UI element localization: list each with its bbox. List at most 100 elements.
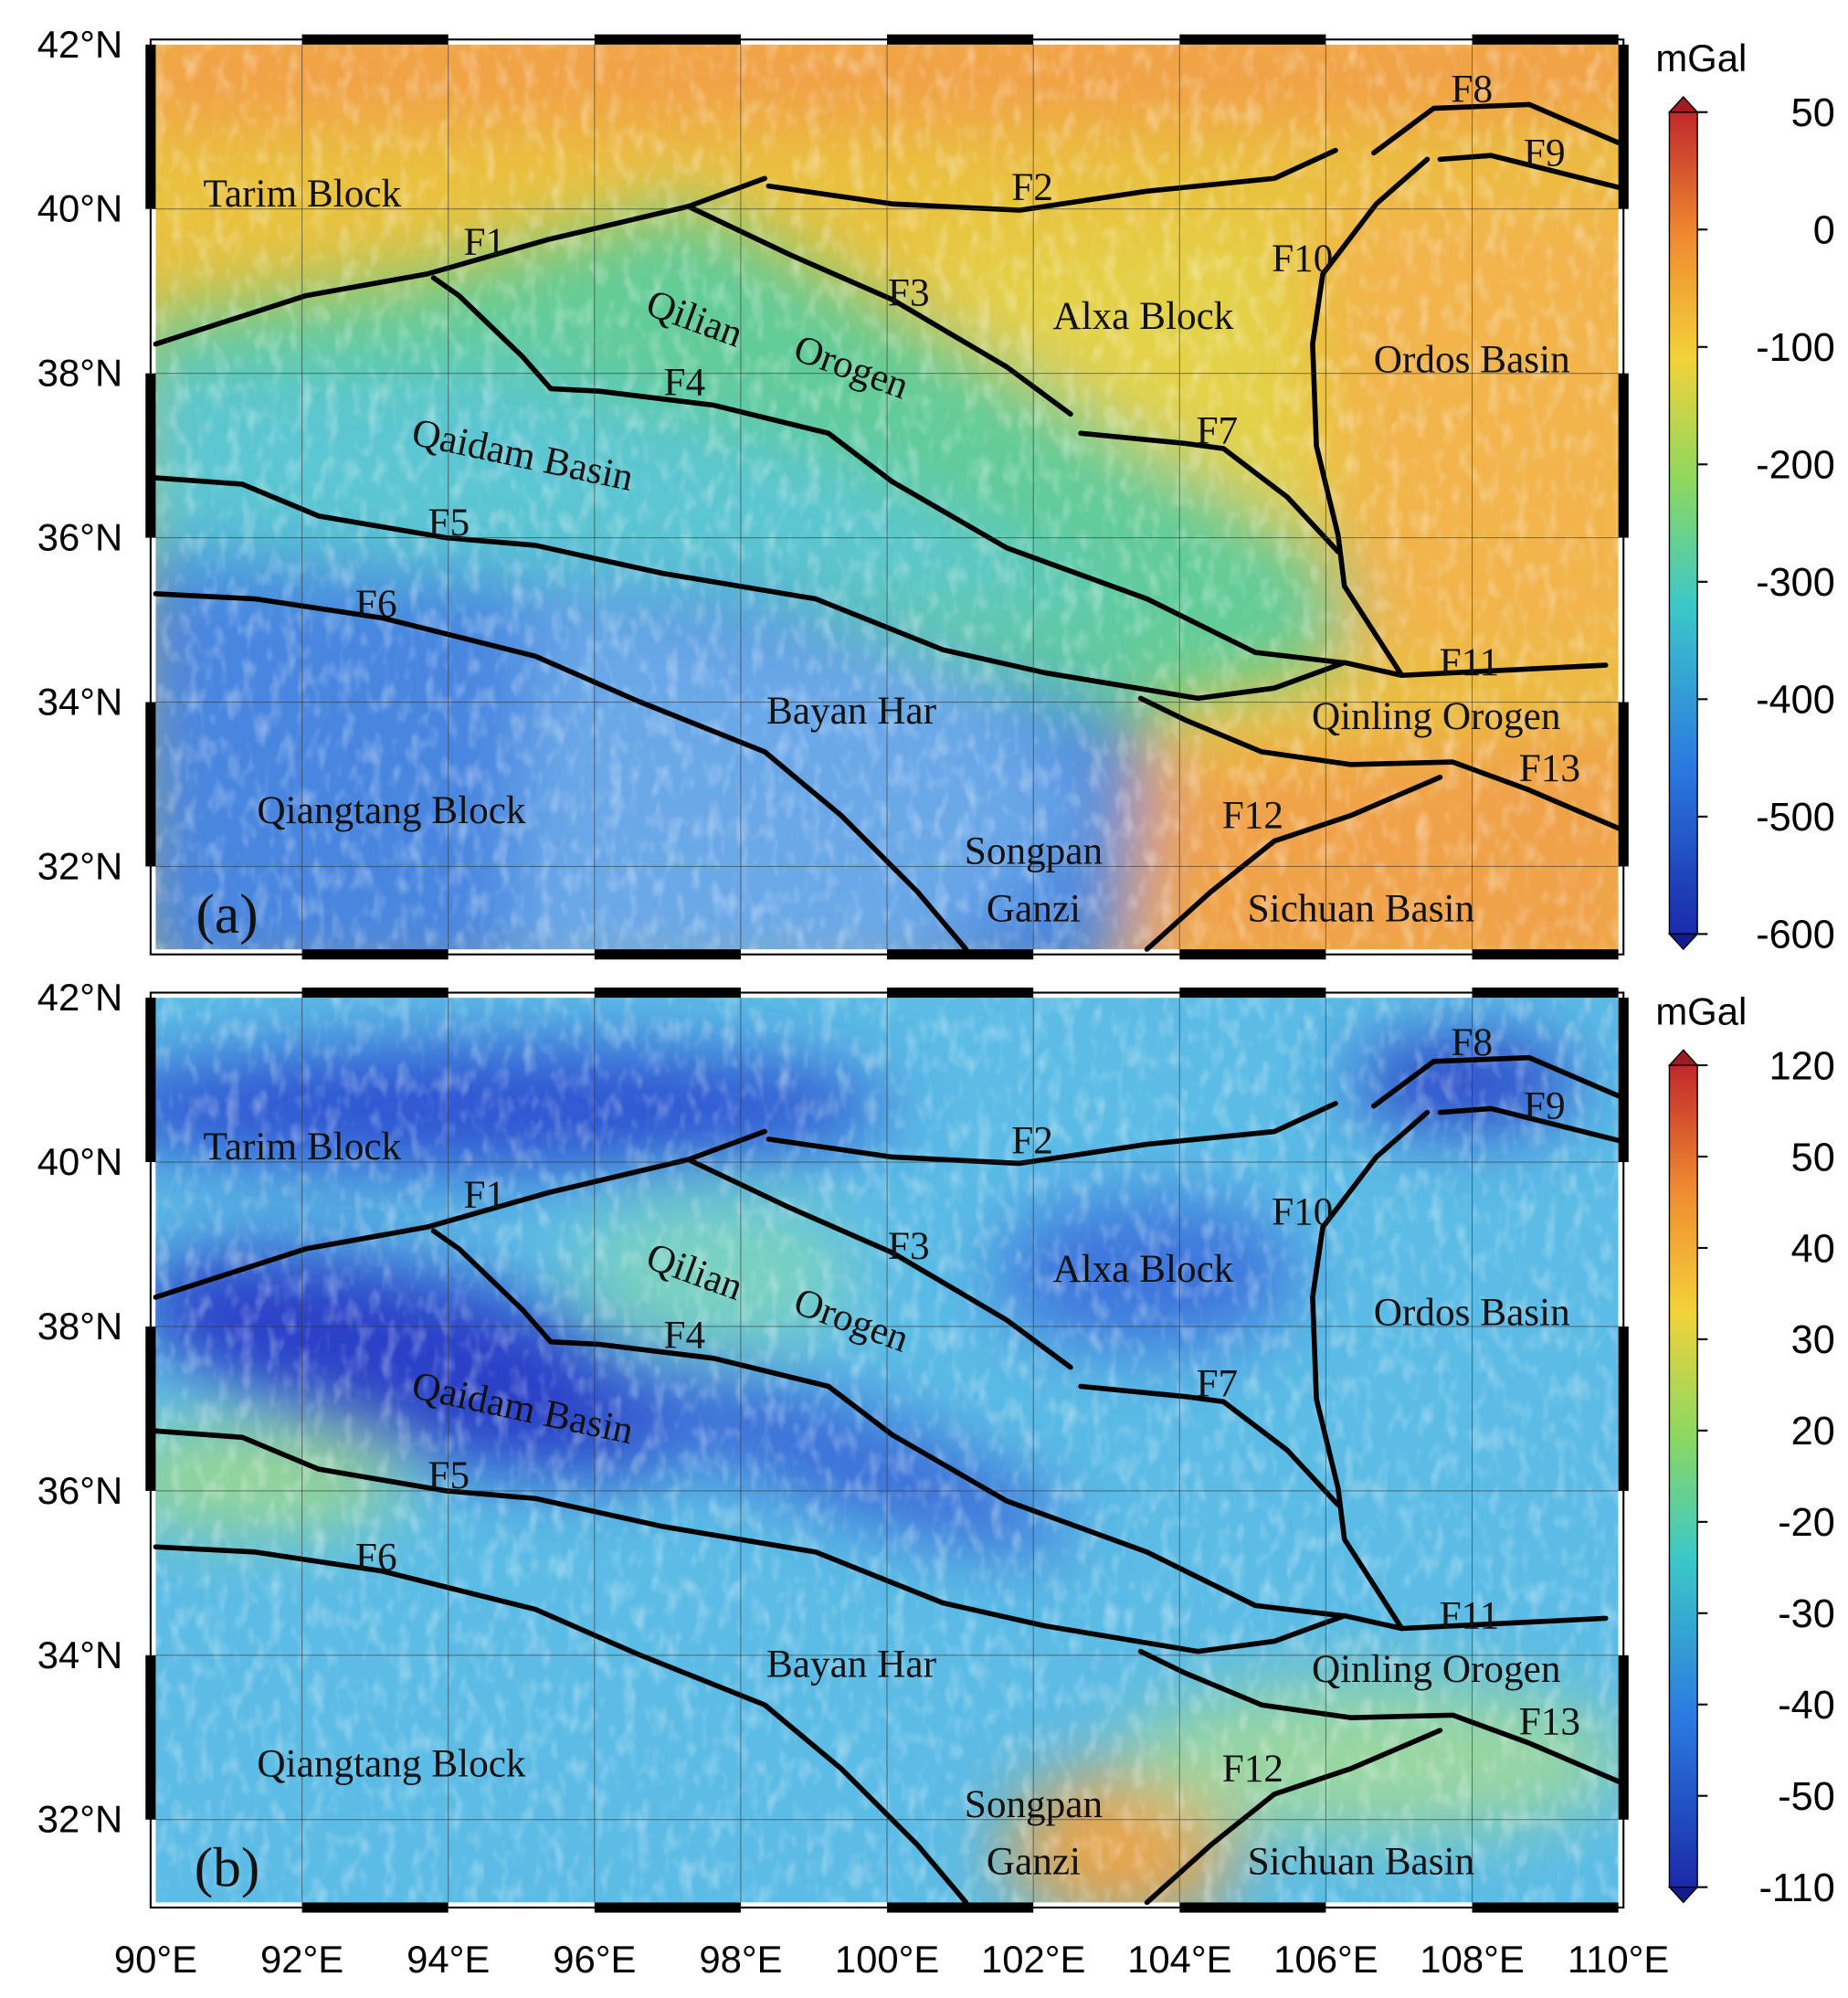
colorbar-tick-label: 30 (1791, 1318, 1835, 1362)
lon-label: 90°E (114, 1938, 197, 1981)
lon-label: 104°E (1127, 1938, 1231, 1981)
fault-label: F5 (428, 1454, 470, 1497)
fault-label: F6 (355, 582, 397, 626)
place-label: Alxa Block (1052, 294, 1233, 338)
frame-bar (1472, 34, 1619, 45)
lat-label: 42°N (37, 976, 122, 1019)
fault-label: F11 (1440, 640, 1500, 684)
panel-label: (b) (195, 1836, 260, 1898)
frame-bar (145, 702, 156, 867)
frame-bar (1179, 987, 1326, 999)
lon-label: 94°E (407, 1938, 490, 1981)
colorbar-tick-label: -400 (1756, 679, 1835, 723)
place-label: Tarim Block (204, 1125, 402, 1168)
frame-bar (1618, 998, 1629, 1163)
fault-label: F12 (1222, 1747, 1283, 1791)
fault-label: F3 (888, 1224, 930, 1268)
colorbar-tick-label: -110 (1758, 1866, 1834, 1910)
colorbar-cap (1667, 95, 1699, 113)
frame-bar (145, 1654, 156, 1820)
lat-label: 36°N (37, 1469, 122, 1512)
place-label: Sichuan Basin (1248, 886, 1475, 930)
frame-bar (887, 949, 1034, 960)
colorbar-tick-label: -30 (1778, 1592, 1834, 1636)
colorbar-cap (1667, 933, 1699, 951)
frame-bar (1618, 1326, 1629, 1491)
fault-label: F6 (355, 1535, 397, 1579)
fault-label: F8 (1451, 68, 1493, 111)
frame-bar (145, 373, 156, 538)
frame-bar (1472, 987, 1619, 999)
place-label: Qinling Orogen (1312, 694, 1560, 738)
frame-bar (145, 1326, 156, 1491)
frame-bar (1179, 949, 1326, 960)
fault-label: F2 (1011, 165, 1053, 209)
frame-bar (887, 987, 1034, 999)
colorbar-tick-label: 20 (1791, 1410, 1835, 1454)
colorbar-cap (1667, 1049, 1699, 1066)
place-label: Tarim Block (204, 172, 402, 216)
colorbar-tick-label: 120 (1769, 1044, 1835, 1088)
lon-label: 106°E (1273, 1938, 1378, 1981)
lat-label: 32°N (37, 1798, 122, 1841)
fault-label: F11 (1440, 1594, 1500, 1638)
place-label: Ganzi (987, 886, 1081, 930)
colorbar-tick-label: -20 (1778, 1501, 1834, 1545)
lat-label: 38°N (37, 1305, 122, 1348)
frame-bar (145, 998, 156, 1163)
lon-label: 92°E (260, 1938, 343, 1981)
fault-label: F3 (888, 271, 930, 315)
fault-label: F4 (663, 360, 705, 404)
place-label: Bayan Har (766, 1643, 937, 1686)
lat-label: 34°N (37, 1633, 122, 1676)
frame-bar (1472, 1902, 1619, 1913)
fault-label: F1 (463, 1173, 505, 1217)
frame-bar (1618, 373, 1629, 538)
fault-label: F4 (663, 1314, 705, 1358)
colorbar-unit: mGal (1655, 989, 1747, 1032)
fault-label: F2 (1011, 1118, 1053, 1162)
colorbar-tick-label: 0 (1813, 209, 1835, 253)
fault-label: F5 (428, 501, 470, 544)
place-label: Songpan (965, 830, 1103, 873)
frame-bar (145, 44, 156, 209)
lat-label: 38°N (37, 352, 122, 395)
colorbar (1668, 1064, 1698, 1888)
colorbar-tick-label: 50 (1791, 91, 1835, 135)
lon-label: 110°E (1568, 1938, 1669, 1981)
fault-label: F9 (1524, 1084, 1566, 1128)
fault-label: F7 (1196, 1362, 1238, 1406)
place-label: Songpan (965, 1782, 1103, 1826)
fault-label: F9 (1524, 131, 1566, 174)
colorbar-cap (1667, 1886, 1699, 1904)
place-label: Alxa Block (1052, 1247, 1233, 1291)
frame-bar (887, 34, 1034, 45)
fault-label: F12 (1222, 794, 1283, 838)
colorbar-unit: mGal (1655, 37, 1747, 79)
frame-bar (301, 987, 449, 999)
colorbar-tick-label: -50 (1778, 1775, 1834, 1819)
fault-label: F7 (1196, 408, 1238, 452)
lat-label: 36°N (37, 516, 122, 559)
place-label: Qiangtang Block (257, 1741, 525, 1785)
lon-label: 100°E (835, 1938, 939, 1981)
lat-label: 40°N (37, 187, 122, 230)
panel-label: (a) (196, 883, 259, 946)
fault-label: F13 (1519, 746, 1580, 790)
colorbar (1668, 111, 1698, 936)
frame-bar (1618, 44, 1629, 209)
frame-bar (301, 949, 449, 960)
frame-bar (594, 1902, 741, 1913)
colorbar-tick-label: 40 (1791, 1227, 1835, 1271)
frame-bar (594, 987, 741, 999)
lat-label: 32°N (37, 844, 122, 887)
colorbar-tick-label: -300 (1756, 561, 1835, 605)
lon-label: 102°E (981, 1938, 1085, 1981)
lat-label: 34°N (37, 680, 122, 723)
frame-bar (887, 1902, 1034, 1913)
place-label: Ordos Basin (1374, 1291, 1570, 1335)
frame-bar (1472, 949, 1619, 960)
colorbar-tick-label: 50 (1791, 1136, 1835, 1179)
